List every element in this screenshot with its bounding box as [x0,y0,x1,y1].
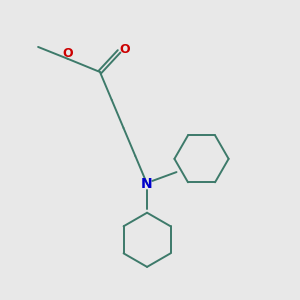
Text: N: N [141,177,153,191]
Text: O: O [119,44,130,56]
Text: O: O [62,47,73,60]
